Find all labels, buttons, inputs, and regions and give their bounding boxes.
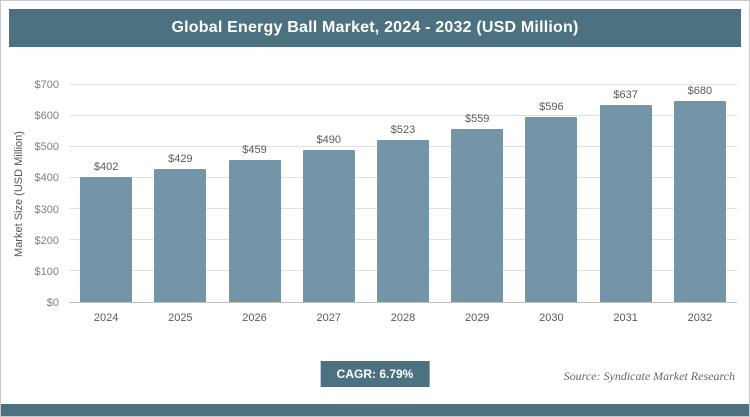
bar-column: $559 2029 (440, 85, 514, 324)
x-category-label: 2028 (390, 312, 416, 324)
cagr-badge: CAGR: 6.79% (320, 361, 430, 387)
bar (377, 139, 429, 302)
y-tick-label: $400 (34, 172, 59, 185)
bar-value-label: $402 (93, 161, 119, 174)
y-tick-label: $700 (34, 79, 59, 91)
bar-value-label: $596 (539, 101, 564, 114)
plot-area: $402 2024 $429 2025 $459 2026 $490 2027 $523 2028… (69, 84, 737, 324)
bar-column: $596 2030 (514, 85, 588, 324)
bar-column: $402 2024 (69, 85, 143, 324)
bar-column: $459 2026 (217, 85, 291, 324)
bar (525, 117, 578, 302)
y-tick-label: $100 (34, 265, 59, 278)
bar (228, 159, 281, 302)
y-tick-label: $600 (34, 110, 59, 123)
x-category-label: 2029 (464, 312, 490, 324)
bar-value-label: $429 (168, 153, 193, 166)
bar-value-label: $523 (390, 123, 416, 136)
bar-column: $637 2031 (589, 85, 663, 324)
x-category-label: 2026 (242, 312, 267, 324)
y-axis: $0 $100 $200 $300 $400 $500 $600 $700 (15, 79, 67, 309)
bar (154, 169, 207, 302)
bar (599, 104, 652, 302)
x-category-label: 2025 (168, 312, 193, 324)
bars-container: $402 2024 $429 2025 $459 2026 $490 2027 $523 2028… (69, 85, 737, 324)
bottom-accent-strip (1, 404, 749, 416)
x-category-label: 2030 (539, 312, 564, 324)
bar-value-label: $459 (242, 143, 267, 156)
bar (302, 150, 355, 302)
gridline (69, 84, 737, 85)
bar-column: $490 2027 (292, 85, 366, 324)
bar (451, 128, 504, 302)
y-tick-label: $500 (34, 141, 59, 154)
bar-value-label: $680 (687, 85, 713, 97)
chart-title: Global Energy Ball Market, 2024 - 2032 (… (171, 19, 579, 36)
bar (80, 177, 133, 302)
gridline (69, 115, 737, 116)
y-tick-label: $0 (46, 297, 59, 309)
bar-value-label: $490 (316, 134, 341, 147)
chart-header-bar: Global Energy Ball Market, 2024 - 2032 (… (9, 9, 741, 47)
bar-value-label: $637 (613, 88, 638, 101)
y-tick-label: $300 (34, 203, 59, 216)
bar-column: $429 2025 (143, 85, 217, 324)
x-category-label: 2031 (613, 312, 638, 324)
chart: Market Size (USD Million) $0 $100 $200 $300… (13, 79, 737, 324)
x-category-label: 2032 (687, 312, 713, 324)
x-category-label: 2027 (316, 312, 341, 324)
bar (673, 101, 726, 302)
bar-value-label: $559 (464, 112, 490, 125)
y-tick-label: $200 (34, 234, 59, 247)
source-attribution: Source: Syndicate Market Research (563, 369, 735, 383)
bar-column: $523 2028 (366, 85, 440, 324)
chart-footer: CAGR: 6.79% Source: Syndicate Market Res… (1, 361, 749, 391)
x-category-label: 2024 (93, 312, 119, 324)
bar-column: $680 2032 (663, 85, 737, 324)
